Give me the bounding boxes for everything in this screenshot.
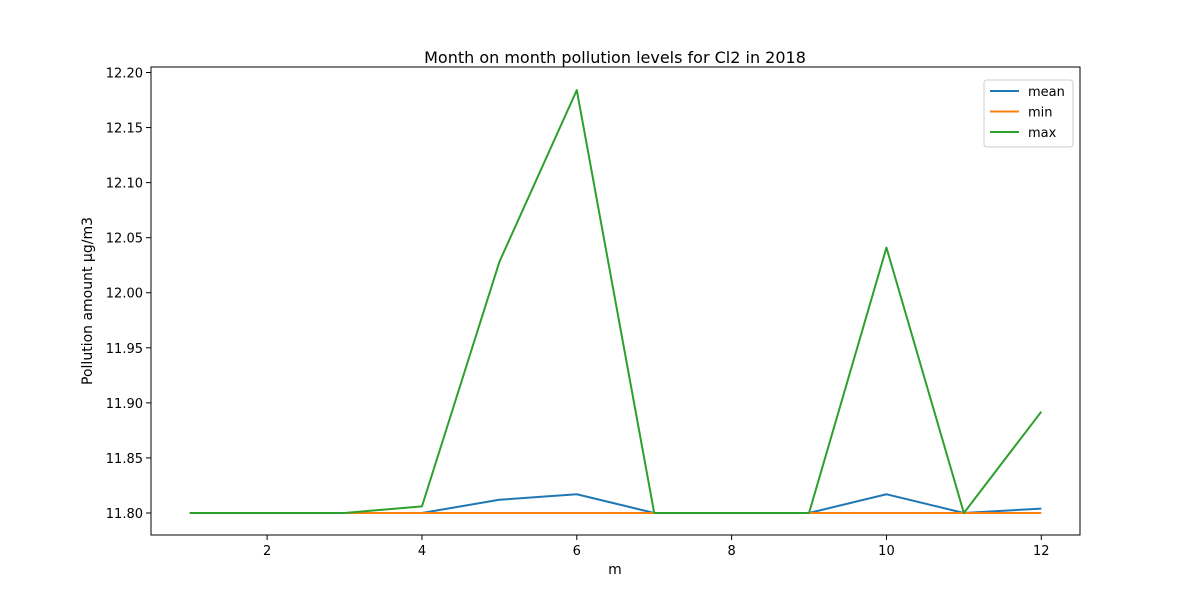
legend-label: max <box>1028 126 1057 141</box>
legend-label: min <box>1028 106 1053 121</box>
x-tick-label: 4 <box>418 544 426 559</box>
chart-title: Month on month pollution levels for Cl2 … <box>424 48 806 67</box>
legend-box <box>983 79 1074 148</box>
series-line-max <box>189 89 1043 514</box>
x-tick-label: 12 <box>1033 544 1050 559</box>
y-tick-label: 11.85 <box>106 452 143 467</box>
legend: mean min max <box>983 79 1074 148</box>
y-axis-title: Pollution amount µg/m3 <box>80 217 96 385</box>
y-tick-label: 11.95 <box>106 342 143 357</box>
y-tick-label: 12.20 <box>106 67 143 82</box>
y-tick-label: 11.90 <box>106 397 143 412</box>
series-layer <box>189 89 1043 514</box>
plot-area: 2 4 6 8 10 12 11.8011.8511.9011.9512.0012.051… <box>106 66 1081 559</box>
y-axis-ticks: 11.80 11.85 11.90 11.95 12.00 12.05 12.10 12.15… <box>106 67 151 522</box>
plot-frame <box>150 66 1081 536</box>
x-axis-ticks: 2 4 6 8 10 12 <box>263 535 1050 559</box>
y-tick-label: 12.10 <box>106 177 143 192</box>
x-tick-label: 6 <box>573 544 581 559</box>
x-tick-label: 8 <box>727 544 735 559</box>
x-axis-title: m <box>608 562 622 578</box>
y-tick-label: 12.00 <box>106 287 143 302</box>
legend-items: mean min max <box>990 85 1065 141</box>
series-line-mean <box>189 493 1042 514</box>
y-tick-label: 11.80 <box>106 507 143 522</box>
legend-label: mean <box>1028 85 1065 100</box>
x-tick-label: 2 <box>263 544 271 559</box>
y-tick-label: 12.05 <box>106 232 143 247</box>
x-tick-label: 10 <box>878 544 895 559</box>
y-tick-label: 12.15 <box>106 122 143 137</box>
